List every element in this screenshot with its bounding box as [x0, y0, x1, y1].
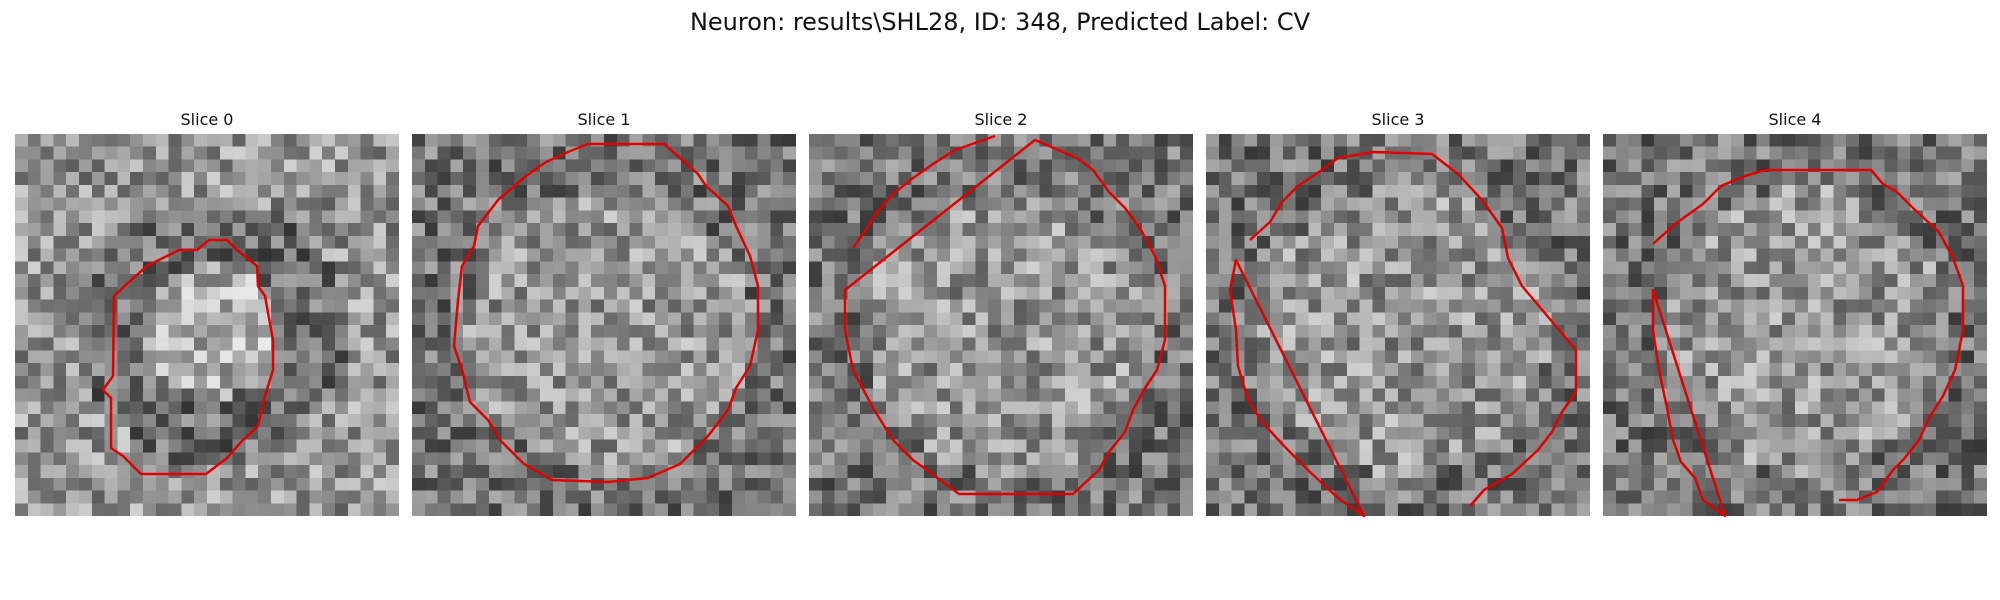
slice-image — [15, 134, 399, 516]
panel-title: Slice 1 — [577, 110, 631, 129]
contour-line — [452, 142, 760, 484]
contour-line — [843, 134, 1167, 496]
panel-title: Slice 0 — [180, 110, 234, 129]
grayscale-image — [809, 134, 1193, 516]
slice-image — [809, 134, 1193, 516]
slice-panel-3: Slice 3 — [1206, 108, 1590, 518]
panel-title: Slice 4 — [1768, 110, 1822, 129]
roi-contour — [1228, 150, 1578, 518]
contour-line — [101, 238, 275, 476]
slice-image — [1206, 134, 1590, 518]
slice-panel-0: Slice 0 — [15, 108, 399, 516]
roi-contour — [843, 134, 1167, 496]
panel-title: Slice 3 — [1371, 110, 1425, 129]
grayscale-image — [1603, 134, 1987, 516]
slice-panel-4: Slice 4 — [1603, 108, 1987, 518]
slice-panel-2: Slice 2 — [809, 108, 1193, 516]
contour-line — [1651, 168, 1965, 518]
roi-contour — [1651, 168, 1965, 518]
grayscale-image — [15, 134, 399, 516]
grayscale-image — [412, 134, 796, 516]
slice-image — [1603, 134, 1987, 518]
slice-panel-1: Slice 1 — [412, 108, 796, 516]
roi-contour — [101, 238, 275, 476]
panel-title: Slice 2 — [974, 110, 1028, 129]
grayscale-image — [1206, 134, 1590, 516]
figure-title: Neuron: results\SHL28, ID: 348, Predicte… — [689, 8, 1311, 36]
roi-contour — [452, 142, 760, 484]
contour-line — [1228, 150, 1578, 518]
slice-image — [412, 134, 796, 516]
